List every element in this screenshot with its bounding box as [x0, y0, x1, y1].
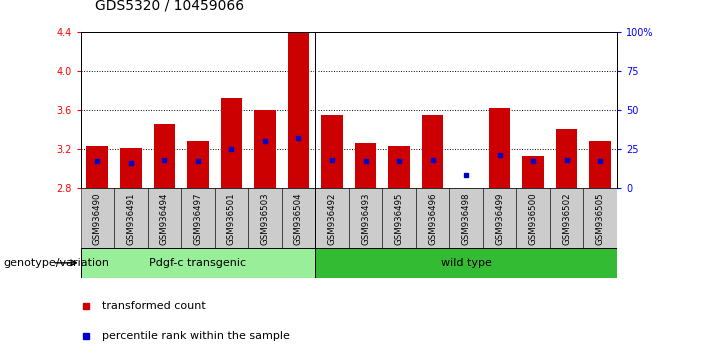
Text: genotype/variation: genotype/variation: [4, 258, 109, 268]
Bar: [154, 124, 175, 188]
Bar: [517, 188, 550, 248]
Bar: [416, 188, 449, 248]
Text: GSM936505: GSM936505: [596, 193, 605, 245]
Bar: [254, 110, 276, 188]
Bar: [315, 188, 349, 248]
Text: GSM936496: GSM936496: [428, 193, 437, 245]
Bar: [483, 188, 517, 248]
Bar: [590, 141, 611, 188]
Text: GSM936495: GSM936495: [395, 193, 404, 245]
Bar: [355, 143, 376, 188]
Bar: [120, 148, 142, 188]
Bar: [556, 129, 578, 188]
Text: GSM936497: GSM936497: [193, 193, 203, 245]
Bar: [489, 108, 510, 188]
Bar: [81, 188, 114, 248]
Bar: [81, 248, 315, 278]
Bar: [148, 188, 181, 248]
Bar: [522, 156, 544, 188]
Text: GSM936504: GSM936504: [294, 193, 303, 245]
Bar: [583, 188, 617, 248]
Text: GSM936491: GSM936491: [126, 193, 135, 245]
Bar: [321, 115, 343, 188]
Text: GSM936499: GSM936499: [495, 193, 504, 245]
Bar: [550, 188, 583, 248]
Text: GSM936502: GSM936502: [562, 193, 571, 245]
Text: GSM936500: GSM936500: [529, 193, 538, 245]
Text: GSM936494: GSM936494: [160, 193, 169, 245]
Bar: [86, 146, 108, 188]
Bar: [388, 146, 410, 188]
Bar: [382, 188, 416, 248]
Text: GSM936501: GSM936501: [227, 193, 236, 245]
Bar: [282, 188, 315, 248]
Bar: [215, 188, 248, 248]
Bar: [449, 188, 483, 248]
Text: GSM936498: GSM936498: [461, 193, 470, 245]
Text: percentile rank within the sample: percentile rank within the sample: [102, 331, 290, 341]
Text: GSM936503: GSM936503: [261, 193, 269, 245]
Text: GSM936492: GSM936492: [327, 193, 336, 245]
Bar: [349, 188, 382, 248]
Text: Pdgf-c transgenic: Pdgf-c transgenic: [149, 258, 247, 268]
Text: GSM936493: GSM936493: [361, 193, 370, 245]
Text: GSM936490: GSM936490: [93, 193, 102, 245]
Text: GDS5320 / 10459066: GDS5320 / 10459066: [95, 0, 244, 12]
Bar: [248, 188, 282, 248]
Bar: [287, 25, 309, 188]
Text: transformed count: transformed count: [102, 301, 206, 311]
Bar: [114, 188, 148, 248]
Text: wild type: wild type: [441, 258, 491, 268]
Bar: [315, 248, 617, 278]
Bar: [187, 141, 209, 188]
Bar: [421, 115, 444, 188]
Bar: [221, 98, 243, 188]
Bar: [181, 188, 215, 248]
